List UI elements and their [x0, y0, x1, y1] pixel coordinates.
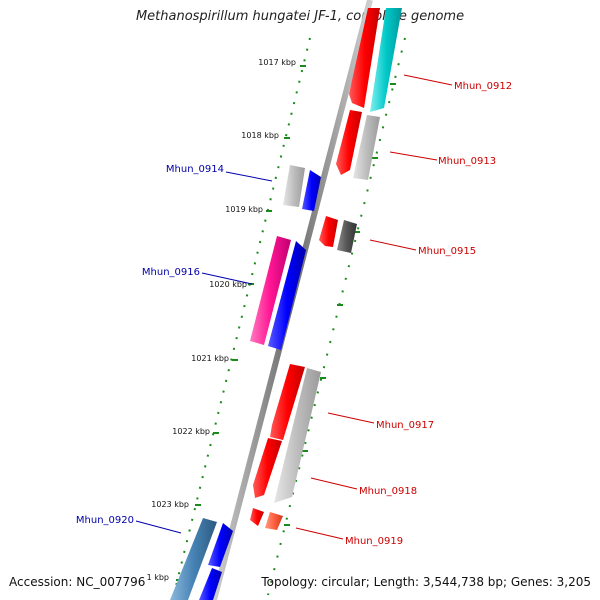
- gene-Mhun_0919-homolog[interactable]: [265, 512, 283, 530]
- gene-label[interactable]: Mhun_0920: [76, 515, 134, 526]
- gene-Mhun_0914[interactable]: [302, 170, 321, 211]
- gene-label[interactable]: Mhun_0915: [418, 246, 476, 257]
- gene-Mhun_0918[interactable]: [253, 438, 282, 498]
- ruler-label: 1020 kbp: [209, 280, 247, 289]
- gene-label[interactable]: Mhun_0918: [359, 486, 417, 497]
- gene-Mhun_0920-homolog[interactable]: [170, 518, 217, 600]
- gene-Mhun_0915[interactable]: [319, 216, 338, 247]
- gene-Mhun_0920[interactable]: [208, 523, 233, 567]
- ruler-label: 1023 kbp: [151, 500, 189, 509]
- genome-title: Methanospirillum hungatei JF-1, complete…: [135, 9, 465, 24]
- forward-strand-genes: [250, 8, 402, 530]
- gene-label[interactable]: Mhun_0913: [438, 156, 496, 167]
- topology-label: Topology: circular; Length: 3,544,738 bp…: [261, 575, 591, 589]
- gene-label[interactable]: Mhun_0916: [142, 267, 200, 278]
- ruler-label: 1019 kbp: [225, 205, 263, 214]
- callout-lines: [135, 74, 453, 540]
- gene-Mhun_0915-homolog[interactable]: [337, 220, 357, 253]
- ruler-label: 1017 kbp: [258, 58, 296, 67]
- accession-label: Accession: NC_007796: [9, 575, 146, 589]
- gene-Mhun_0914-homolog[interactable]: [283, 165, 305, 207]
- ruler-label: 1021 kbp: [191, 354, 229, 363]
- gene-Mhun_0916[interactable]: [268, 241, 306, 350]
- gene-Mhun_0913[interactable]: [336, 110, 362, 175]
- ruler-track-right: [267, 37, 406, 596]
- gene-Mhun_0920-extra[interactable]: [199, 568, 222, 600]
- gene-Mhun_0917[interactable]: [270, 364, 305, 440]
- gene-Mhun_0913-homolog[interactable]: [353, 115, 380, 180]
- ruler-label: 1018 kbp: [241, 131, 279, 140]
- ruler-label: 1 kbp: [147, 573, 169, 582]
- gene-label[interactable]: Mhun_0919: [345, 536, 403, 547]
- reverse-strand-genes: [170, 165, 321, 600]
- gene-Mhun_0919[interactable]: [250, 508, 264, 526]
- gene-label[interactable]: Mhun_0917: [376, 420, 434, 431]
- ruler-label: 1022 kbp: [172, 427, 210, 436]
- ruler-track-left: [174, 37, 311, 591]
- gene-Mhun_0912[interactable]: [349, 8, 380, 108]
- gene-label[interactable]: Mhun_0914: [166, 164, 224, 175]
- gene-label[interactable]: Mhun_0912: [454, 81, 512, 92]
- gene-Mhun_0912-homolog[interactable]: [370, 8, 402, 112]
- gene-Mhun_0917-homolog[interactable]: [274, 368, 321, 503]
- gene-Mhun_0916-homolog[interactable]: [250, 236, 291, 345]
